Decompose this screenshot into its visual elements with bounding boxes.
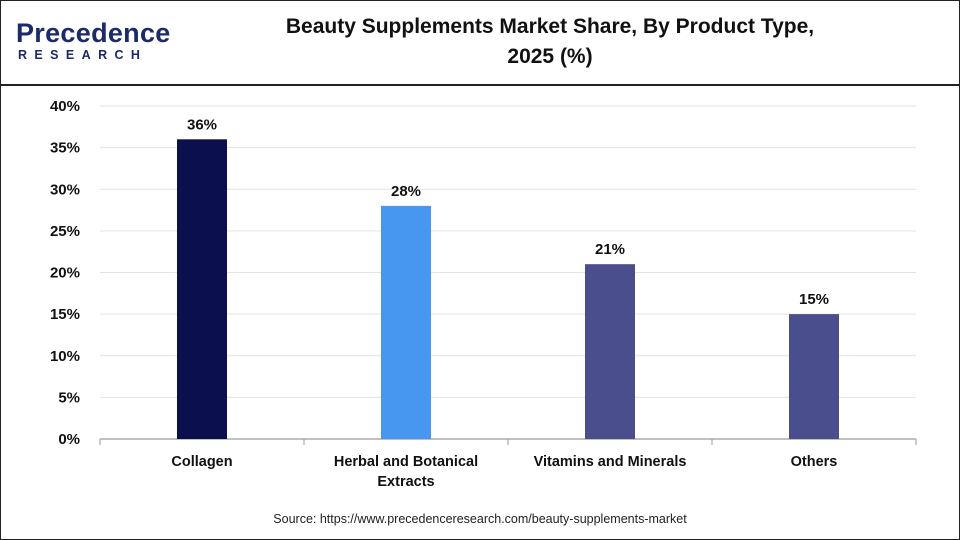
axes (99, 438, 917, 445)
x-tick-label: Herbal and Botanical (334, 454, 478, 470)
logo-wordmark: Precedence (16, 18, 171, 48)
bar (585, 264, 635, 439)
labels: 0% 5% 10% 15% 20% 25% 30% 35% 40% 36% Collagen 28% H… (50, 98, 837, 490)
y-tick-label: 10% (50, 348, 80, 365)
data-label: 36% (187, 116, 217, 133)
y-tick-label: 20% (50, 265, 80, 282)
y-tick-label: 40% (50, 98, 80, 115)
bar (789, 314, 839, 439)
logo-subtitle: RESEARCH (18, 48, 148, 62)
data-label: 15% (799, 291, 829, 308)
data-label: 21% (595, 241, 625, 258)
chart-title-line-2: 2025 (%) (507, 45, 593, 68)
gridlines (100, 105, 916, 398)
x-tick-label: Vitamins and Minerals (534, 454, 687, 470)
y-tick-label: 25% (50, 223, 80, 240)
y-tick-label: 15% (50, 306, 80, 323)
y-tick-label: 35% (50, 140, 80, 157)
y-tick-label: 30% (50, 181, 80, 198)
brand-logo: Precedence RESEARCH (16, 18, 170, 64)
data-label: 28% (391, 183, 421, 200)
chart-title: Beauty Supplements Market Share, By Prod… (200, 12, 900, 72)
chart-title-line-1: Beauty Supplements Market Share, By Prod… (285, 15, 815, 38)
x-tick-label: Others (791, 454, 838, 470)
bar (381, 205, 431, 439)
chart-header: Precedence RESEARCH Beauty Supplements M… (0, 0, 960, 86)
bar-chart: 0% 5% 10% 15% 20% 25% 30% 35% 40% 36% Collagen 28% H… (50, 98, 917, 490)
source-note: Source: https://www.precedenceresearch.c… (273, 512, 687, 526)
x-tick-label: Collagen (171, 454, 232, 470)
x-tick-label: Extracts (377, 474, 434, 490)
bars (177, 139, 839, 440)
y-tick-label: 0% (58, 431, 80, 448)
bar (177, 139, 227, 440)
y-tick-label: 5% (58, 389, 80, 406)
